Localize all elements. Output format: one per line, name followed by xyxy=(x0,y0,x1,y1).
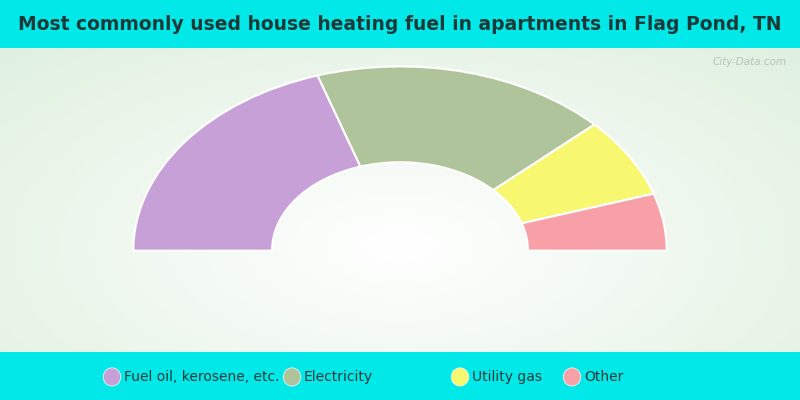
Wedge shape xyxy=(522,194,666,251)
Text: Utility gas: Utility gas xyxy=(472,370,542,384)
Text: Fuel oil, kerosene, etc.: Fuel oil, kerosene, etc. xyxy=(124,370,279,384)
Ellipse shape xyxy=(283,368,301,386)
Ellipse shape xyxy=(451,368,469,386)
Text: City-Data.com: City-Data.com xyxy=(713,57,786,67)
Text: Other: Other xyxy=(584,370,623,384)
Text: Electricity: Electricity xyxy=(304,370,373,384)
Wedge shape xyxy=(494,124,654,223)
Wedge shape xyxy=(318,66,594,190)
Text: Most commonly used house heating fuel in apartments in Flag Pond, TN: Most commonly used house heating fuel in… xyxy=(18,14,782,34)
Ellipse shape xyxy=(103,368,121,386)
Ellipse shape xyxy=(563,368,581,386)
Wedge shape xyxy=(134,76,361,251)
